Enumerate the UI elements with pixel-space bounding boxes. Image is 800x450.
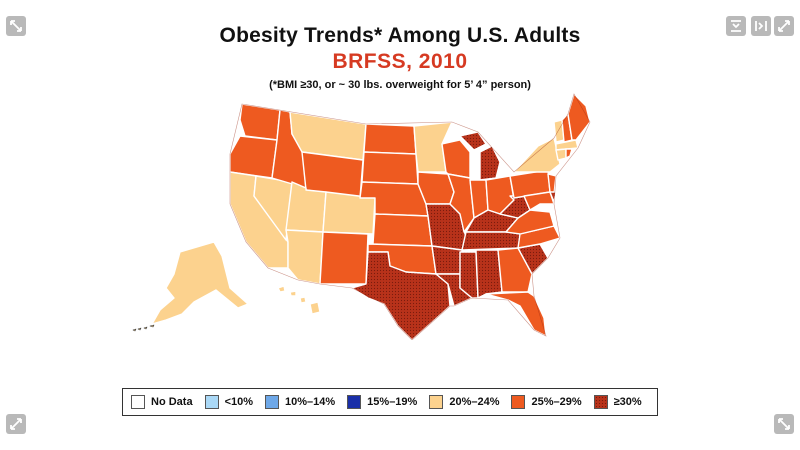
state-new-york [513,137,561,173]
state-north-dakota [363,123,417,155]
state-wisconsin [441,139,471,179]
state-mississippi [459,251,479,299]
state-rhode-island [565,148,573,159]
page-note: (*BMI ≥30, or ~ 30 lbs. overweight for 5… [269,79,531,91]
legend-swatch [429,395,444,409]
state-maine [567,93,591,141]
state-south-dakota [361,151,419,185]
us-obesity-map [132,93,591,340]
state-florida [485,291,547,337]
page-title: Obesity Trends* Among U.S. Adults [219,24,581,47]
state-arkansas [431,245,463,275]
legend-label: 10%–14% [285,396,336,408]
expand-button-bottom-right[interactable] [774,414,794,434]
state-alaska [151,241,249,325]
legend-label: No Data [151,396,193,408]
legend-item: 15%–19% [347,395,417,409]
expand-button-top-left[interactable] [6,16,26,36]
legend-item: 10%–14% [265,395,335,409]
collapse-button[interactable] [726,16,746,36]
legend-item: 25%–29% [511,395,582,409]
legend-swatch [265,395,280,409]
legend-label: 20%–24% [449,396,500,408]
fullscreen-button[interactable] [774,16,794,36]
legend-item: 20%–24% [429,395,499,409]
state-michigan [459,131,501,181]
state-tennessee [461,231,527,251]
legend-label: 15%–19% [367,396,418,408]
state-new-mexico [319,231,369,285]
split-button[interactable] [751,16,771,36]
state-oregon [229,135,278,179]
state-arizona [285,229,324,285]
state-kansas [372,213,433,247]
expand-button-bottom-left[interactable] [6,414,26,434]
state-connecticut [555,148,567,161]
legend-swatch [347,395,362,409]
expand-icon [10,20,22,32]
legend-swatch [511,395,526,409]
collapse-icon [731,20,741,32]
state-maryland [523,191,555,211]
legend-item: ≥30% [593,395,642,409]
title-block: Obesity Trends* Among U.S. Adults BRFSS,… [0,24,800,91]
alaska-islands [132,324,155,332]
expand-icon [778,418,790,430]
legend-label: ≥30% [613,396,642,408]
page-subtitle: BRFSS, 2010 [332,50,468,73]
split-icon [755,21,767,31]
legend-label: <10% [224,396,254,408]
legend-swatch [204,395,219,409]
lower-48-outline [229,93,591,340]
legend-item: No Data [131,395,193,409]
legend-label: 25%–29% [531,396,582,408]
legend-item: <10% [204,395,254,409]
legend-swatch [131,395,145,409]
fullscreen-icon [778,20,790,32]
legend-swatch [593,395,608,409]
map-legend: No Data <10% 10%–14% 15%–19% 20%–24% 25%–29% ≥… [122,388,658,416]
state-hawaii [277,285,321,315]
expand-icon [10,418,22,430]
